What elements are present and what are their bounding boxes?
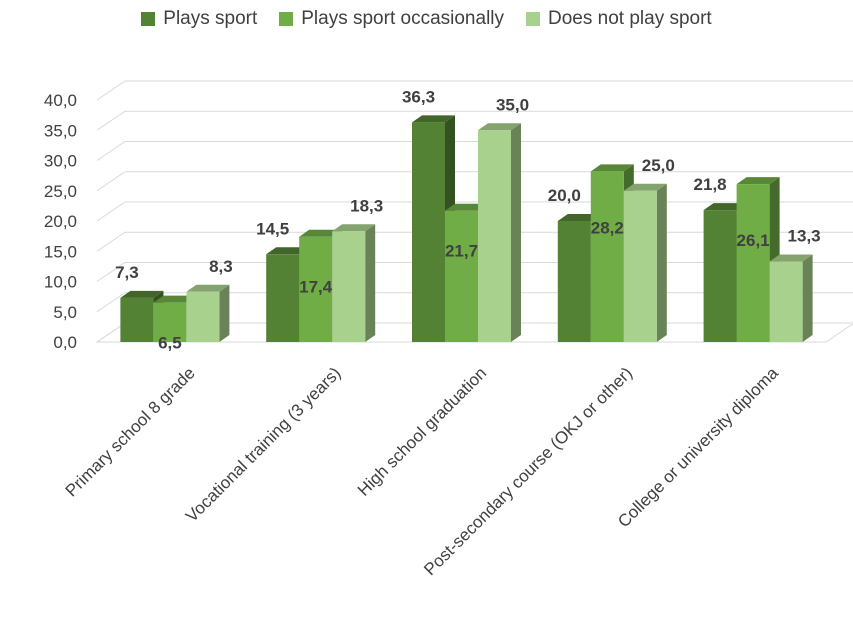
data-label: 13,3 bbox=[788, 227, 821, 246]
bar-front-face bbox=[120, 297, 154, 342]
data-label: 8,3 bbox=[209, 257, 233, 276]
y-tick-label: 15,0 bbox=[44, 242, 77, 261]
bar-top-face bbox=[332, 224, 376, 232]
data-label: 35,0 bbox=[496, 95, 529, 114]
bar-top-face bbox=[590, 164, 634, 172]
y-tick-label: 0,0 bbox=[53, 333, 77, 352]
legend-label: Plays sport bbox=[163, 8, 258, 29]
legend-label: Does not play sport bbox=[548, 8, 712, 29]
data-label: 36,3 bbox=[402, 87, 435, 106]
bar-front-face bbox=[153, 302, 187, 342]
bar bbox=[623, 183, 667, 342]
bar-side-face bbox=[219, 284, 230, 342]
y-tick-label: 35,0 bbox=[44, 121, 77, 140]
data-label: 26,1 bbox=[737, 231, 770, 250]
bar-front-face bbox=[557, 221, 591, 342]
bar-top-face bbox=[186, 284, 230, 292]
data-label: 14,5 bbox=[256, 219, 289, 238]
bar-side-face bbox=[511, 123, 521, 342]
bar bbox=[186, 284, 230, 342]
data-label: 18,3 bbox=[350, 196, 383, 215]
y-tick-label: 10,0 bbox=[44, 273, 77, 292]
bar-front-face bbox=[703, 210, 737, 342]
legend-item-plays-sport: Plays sport bbox=[141, 8, 257, 30]
data-label: 7,3 bbox=[115, 263, 139, 282]
legend-item-plays-sport-occasionally: Plays sport occasionally bbox=[279, 8, 504, 30]
bar-front-face bbox=[736, 184, 770, 342]
bar-top-face bbox=[445, 203, 488, 211]
legend-swatch bbox=[141, 12, 156, 26]
x-tick-label: College or university diploma bbox=[614, 363, 782, 531]
bar-top-face bbox=[120, 290, 164, 298]
bar-front-face bbox=[412, 122, 445, 342]
y-tick-label: 30,0 bbox=[44, 152, 77, 171]
bar-front-face bbox=[445, 210, 478, 342]
bar-top-face bbox=[703, 203, 747, 211]
y-tick-label: 25,0 bbox=[44, 182, 77, 201]
data-label: 6,5 bbox=[158, 334, 182, 353]
bar-top-face bbox=[557, 214, 601, 221]
bar-side-face bbox=[365, 224, 376, 342]
legend-swatch bbox=[526, 12, 541, 26]
bar-front-face bbox=[266, 254, 300, 342]
bar-front-face bbox=[590, 171, 624, 342]
bar-front-face bbox=[623, 190, 657, 342]
bar-front-face bbox=[186, 291, 220, 342]
data-label: 17,4 bbox=[299, 278, 333, 297]
x-tick-label: Vocational training (3 years) bbox=[182, 363, 344, 525]
data-label: 25,0 bbox=[642, 156, 675, 175]
bar-top-face bbox=[299, 229, 343, 237]
y-tick-label: 5,0 bbox=[53, 303, 77, 322]
bar-front-face bbox=[299, 236, 333, 342]
bar-top-face bbox=[412, 115, 455, 123]
legend-label: Plays sport occasionally bbox=[301, 8, 505, 29]
legend: Plays sport Plays sport occasionally Doe… bbox=[0, 8, 853, 30]
bar-top-face bbox=[623, 183, 667, 191]
y-tick-label: 40,0 bbox=[44, 91, 77, 110]
legend-swatch bbox=[279, 12, 294, 26]
bar-front-face bbox=[769, 261, 803, 342]
gridline bbox=[96, 80, 853, 101]
data-label: 21,7 bbox=[445, 242, 478, 261]
bar-top-face bbox=[153, 295, 197, 303]
bar-front-face bbox=[478, 130, 511, 342]
y-tick-label: 20,0 bbox=[44, 212, 77, 231]
bar-top-face bbox=[266, 247, 310, 255]
data-label: 28,2 bbox=[591, 218, 624, 237]
bar bbox=[478, 123, 521, 342]
bar-front-face bbox=[332, 231, 366, 342]
bar-top-face bbox=[736, 177, 780, 185]
bar-side-face bbox=[802, 254, 813, 342]
legend-item-does-not-play-sport: Does not play sport bbox=[526, 8, 712, 30]
data-label: 21,8 bbox=[694, 175, 727, 194]
gridline bbox=[96, 141, 853, 161]
bar bbox=[769, 254, 813, 342]
data-label: 20,0 bbox=[548, 186, 581, 205]
bar-top-face bbox=[478, 123, 521, 131]
x-tick-label: Primary school 8 grade bbox=[62, 363, 199, 500]
bar-side-face bbox=[656, 183, 667, 342]
gridline bbox=[96, 110, 853, 131]
bar-top-face bbox=[769, 254, 813, 262]
x-tick-label: High school graduation bbox=[354, 363, 490, 499]
bar bbox=[332, 224, 376, 342]
